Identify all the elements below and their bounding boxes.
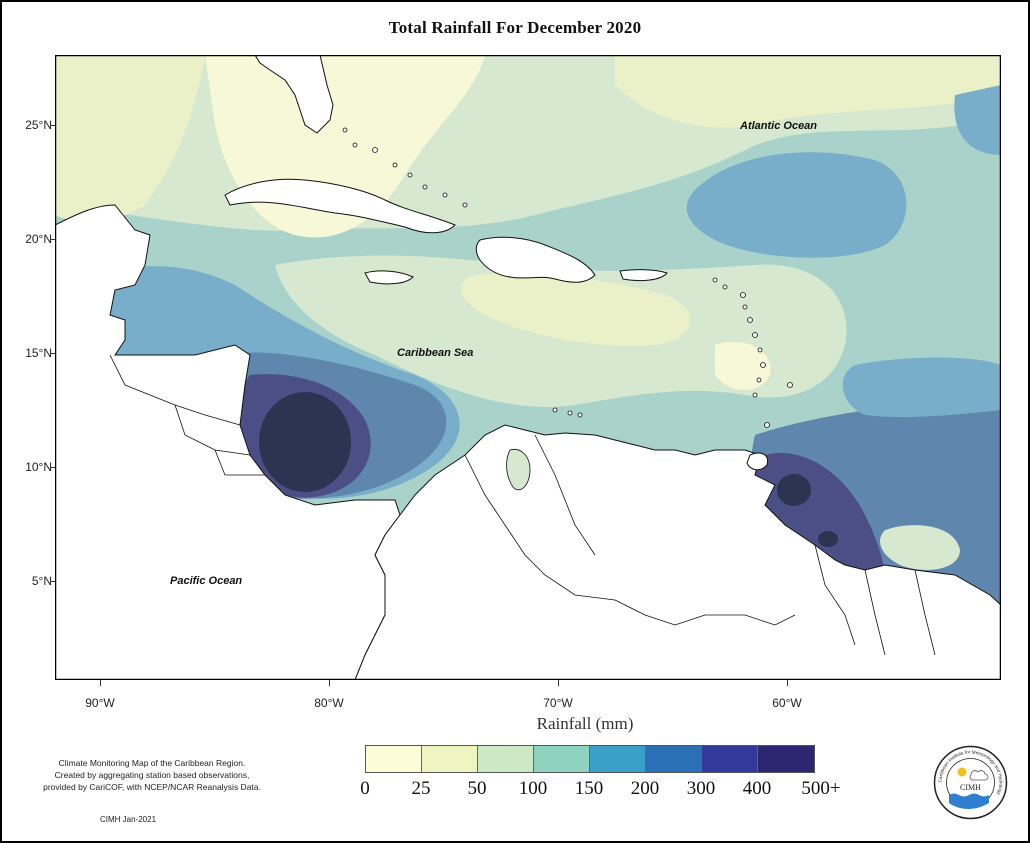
legend-label-4: 150 (574, 778, 604, 799)
x-tick-90w (100, 680, 101, 686)
land-jamaica (364, 270, 414, 285)
rain-zone-orinoco-core (777, 474, 811, 506)
rain-zone-caribbean-very-dry (461, 273, 691, 346)
land-hispaniola (475, 236, 596, 283)
y-tick-10n (50, 467, 55, 468)
caption-line-2: Created by aggregating station based obs… (54, 770, 250, 780)
rainfall-map (55, 55, 1001, 680)
legend-swatch-3 (534, 746, 590, 772)
x-tick-80w (329, 680, 330, 686)
y-tick-5n (50, 581, 55, 582)
label-pacific-ocean: Pacific Ocean (170, 575, 243, 587)
legend-swatch-7 (758, 746, 814, 772)
x-tick-label-60w: 60°W (772, 696, 802, 710)
legend-label-3: 100 (518, 778, 548, 799)
legend-swatch-4 (590, 746, 646, 772)
y-tick-label-5n: 5°N (31, 574, 52, 588)
x-tick-60w (787, 680, 788, 686)
sun-icon (957, 767, 967, 777)
legend-label-1: 25 (411, 778, 431, 799)
land-lake-maracaibo (506, 448, 531, 491)
x-tick-70w (558, 680, 559, 686)
legend-label-5: 200 (630, 778, 660, 799)
legend-swatch-2 (478, 746, 534, 772)
y-tick-15n (50, 353, 55, 354)
y-tick-label-20n: 20°N (25, 232, 52, 246)
legend-swatch-6 (702, 746, 758, 772)
x-tick-label-80w: 80°W (314, 696, 344, 710)
land-cuba (224, 178, 456, 234)
y-tick-label-25n: 25°N (25, 118, 52, 132)
caption-line-1: Climate Monitoring Map of the Caribbean … (58, 758, 246, 768)
color-legend (365, 745, 815, 773)
y-tick-20n (50, 239, 55, 240)
legend-swatch-5 (646, 746, 702, 772)
rain-zone-very-dry-ne (615, 55, 1001, 128)
land-puerto-rico (619, 269, 668, 282)
rain-zone-very-dry-west (55, 55, 205, 222)
legend-swatch-0 (366, 746, 422, 772)
rain-zone-west-core (259, 392, 351, 492)
cloud-icon (969, 770, 989, 781)
caption-line-3: provided by CariCOF, with NCEP/NCAR Rean… (43, 782, 261, 792)
x-tick-label-90w: 90°W (85, 696, 115, 710)
rain-zone-guiana-light (880, 525, 960, 570)
legend-label-7: 400 (742, 778, 772, 799)
rain-zone-ne-blue (954, 85, 1001, 155)
y-tick-label-10n: 10°N (25, 460, 52, 474)
cimh-logo: CIMH Caribbean Institute for Meteorology… (933, 745, 1008, 820)
waves-icon (949, 793, 989, 809)
x-tick-label-70w: 70°W (543, 696, 573, 710)
rain-zone-atlantic-blue (686, 152, 907, 258)
land-trinidad (746, 452, 769, 471)
legend-label-6: 300 (686, 778, 716, 799)
map-caption: Climate Monitoring Map of the Caribbean … (22, 757, 282, 793)
land-florida (254, 55, 334, 134)
rain-zone-se-blue (842, 357, 1001, 418)
land-lesser-antilles (712, 277, 793, 428)
rain-zone-guyana-core (818, 531, 838, 547)
label-atlantic-ocean: Atlantic Ocean (740, 120, 818, 132)
axis-title-rainfall: Rainfall (mm) (536, 714, 634, 733)
legend-label-2: 50 (467, 778, 487, 799)
country-borders (109, 354, 936, 656)
land-bahamas (342, 127, 468, 208)
rain-zone-lesser-antilles-dry (715, 341, 771, 390)
land-abc-islands (552, 407, 583, 418)
y-tick-label-15n: 15°N (25, 346, 52, 360)
label-caribbean-sea: Caribbean Sea (397, 347, 474, 359)
legend-label-0: 0 (360, 778, 370, 799)
map-title: Total Rainfall For December 2020 (388, 18, 642, 37)
legend-label-8: 500+ (801, 778, 841, 799)
y-tick-25n (50, 125, 55, 126)
legend-swatch-1 (422, 746, 478, 772)
credit-text: CIMH Jan-2021 (100, 815, 157, 824)
logo-text: CIMH (960, 783, 981, 792)
